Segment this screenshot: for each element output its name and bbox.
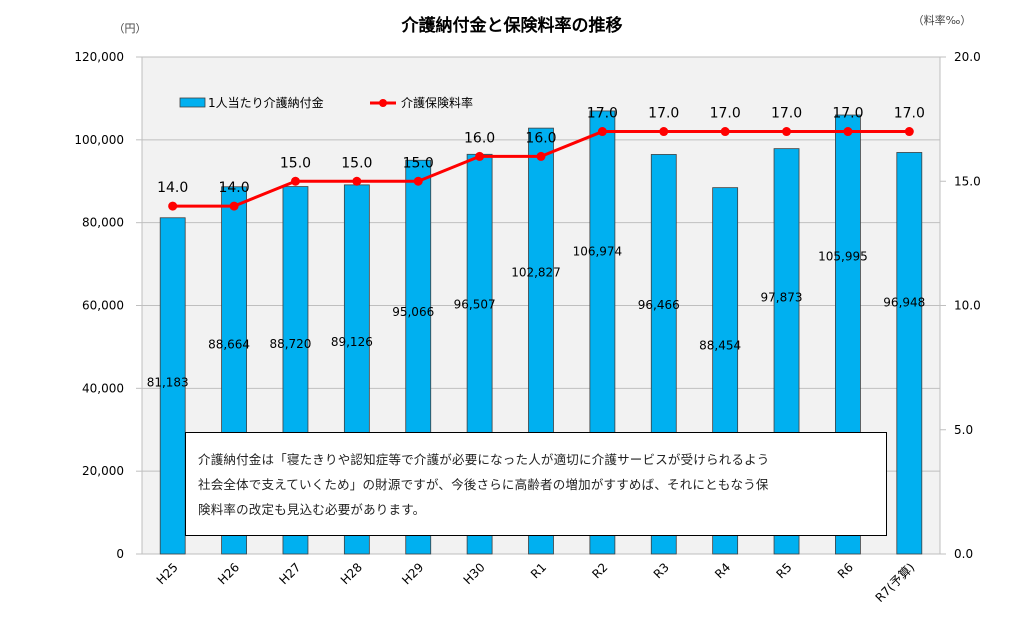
bar-data-label: 96,507 bbox=[454, 298, 496, 312]
annotation-line: 社会全体で支えていくため」の財源ですが、今後さらに高齢者の増加がすすめば、それに… bbox=[198, 477, 769, 492]
line-data-label: 17.0 bbox=[648, 106, 679, 122]
left-tick-label: 20,000 bbox=[82, 464, 124, 478]
x-axis-ticks: H25 H26 H27 H28 H29 H30 R1 R2 R3 R4 R5 R6 R7(予算) bbox=[154, 560, 918, 605]
legend-line-label: 介護保険料率 bbox=[401, 95, 473, 110]
left-tick-label: 60,000 bbox=[82, 299, 124, 313]
legend-bar-label: 1人当たり介護納付金 bbox=[208, 95, 324, 110]
line-data-label: 17.0 bbox=[771, 106, 802, 122]
x-tick-label: H25 bbox=[154, 560, 181, 587]
right-tick-label: 0.0 bbox=[954, 547, 973, 561]
line-data-label: 17.0 bbox=[587, 106, 618, 122]
bar-data-label: 88,664 bbox=[208, 337, 250, 351]
rate-marker bbox=[168, 201, 178, 211]
legend: 1人当たり介護納付金 介護保険料率 bbox=[179, 95, 473, 110]
line-data-label: 15.0 bbox=[403, 155, 434, 171]
rate-marker bbox=[352, 176, 362, 186]
rate-marker bbox=[659, 127, 669, 137]
bar-data-labels: 81,183 88,664 88,720 89,126 95,066 96,507 102,… bbox=[147, 245, 926, 390]
right-tick-label: 5.0 bbox=[954, 423, 973, 437]
bar-data-label: 96,466 bbox=[638, 298, 680, 312]
x-tick-label: H27 bbox=[277, 560, 304, 587]
line-data-label: 17.0 bbox=[894, 106, 925, 122]
left-tick-label: 120,000 bbox=[74, 50, 124, 64]
x-tick-label: H28 bbox=[338, 560, 365, 587]
rate-marker bbox=[290, 176, 300, 186]
rate-marker bbox=[475, 151, 485, 161]
left-axis-unit: （円） bbox=[114, 22, 147, 35]
x-tick-label: R4 bbox=[712, 560, 733, 581]
line-data-label: 17.0 bbox=[710, 106, 741, 122]
bar-data-label: 102,827 bbox=[511, 266, 561, 280]
rate-marker bbox=[413, 176, 423, 186]
left-tick-label: 100,000 bbox=[74, 133, 124, 147]
line-data-label: 14.0 bbox=[157, 180, 188, 196]
rate-marker bbox=[904, 127, 914, 137]
bar-data-label: 96,948 bbox=[883, 295, 925, 309]
bar-data-label: 105,995 bbox=[818, 250, 868, 264]
bar-data-label: 95,066 bbox=[392, 305, 434, 319]
line-data-label: 14.0 bbox=[218, 180, 249, 196]
rate-marker bbox=[229, 201, 239, 211]
left-axis-ticks: 0 20,000 40,000 60,000 80,000 100,000 120,000 bbox=[74, 50, 142, 561]
line-data-labels: 14.0 14.0 15.0 15.0 15.0 16.0 16.0 17.0 17.0 17.0… bbox=[157, 106, 925, 197]
bar-data-label: 88,454 bbox=[699, 338, 741, 352]
annotation-box: 介護納付金は「寝たきりや認知症等で介護が必要になった人が適切に介護サービスが受け… bbox=[185, 432, 887, 536]
x-tick-label: R5 bbox=[773, 560, 794, 581]
rate-marker bbox=[720, 127, 730, 137]
x-tick-label: R1 bbox=[528, 560, 549, 581]
bar-data-label: 88,720 bbox=[269, 337, 311, 351]
x-tick-label: R3 bbox=[651, 560, 672, 581]
annotation-line: 介護納付金は「寝たきりや認知症等で介護が必要になった人が適切に介護サービスが受け… bbox=[198, 452, 770, 467]
line-data-label: 15.0 bbox=[280, 155, 311, 171]
line-data-label: 16.0 bbox=[525, 130, 556, 146]
line-data-label: 16.0 bbox=[464, 130, 495, 146]
bar-data-label: 81,183 bbox=[147, 375, 189, 389]
right-tick-label: 20.0 bbox=[954, 50, 981, 64]
right-tick-label: 15.0 bbox=[954, 174, 981, 188]
left-tick-label: 40,000 bbox=[82, 381, 124, 395]
legend-bar-swatch bbox=[179, 97, 206, 108]
x-tick-label: H29 bbox=[399, 560, 426, 587]
x-tick-label: H30 bbox=[461, 560, 488, 587]
bar-data-label: 89,126 bbox=[331, 335, 373, 349]
right-tick-label: 10.0 bbox=[954, 299, 981, 313]
rate-marker bbox=[536, 151, 546, 161]
right-axis-ticks: 0.0 5.0 10.0 15.0 20.0 bbox=[940, 50, 981, 561]
legend-line-marker bbox=[379, 99, 387, 107]
line-data-label: 15.0 bbox=[341, 155, 372, 171]
annotation-line: 険料率の改定も見込む必要があります。 bbox=[198, 502, 426, 517]
right-axis-unit: （料率‰） bbox=[913, 13, 972, 27]
x-tick-label: R2 bbox=[589, 560, 610, 581]
rate-marker bbox=[782, 127, 792, 137]
left-tick-label: 0 bbox=[116, 547, 124, 561]
line-series bbox=[168, 127, 914, 211]
bar bbox=[896, 152, 923, 555]
line-data-label: 17.0 bbox=[832, 106, 863, 122]
left-tick-label: 80,000 bbox=[82, 216, 124, 230]
x-tick-label: R6 bbox=[835, 560, 856, 581]
bar-data-label: 97,873 bbox=[761, 291, 803, 305]
rate-marker bbox=[843, 127, 853, 137]
chart-title: 介護納付金と保険料率の推移 bbox=[401, 15, 623, 36]
x-tick-label: H26 bbox=[215, 560, 242, 587]
rate-marker bbox=[597, 127, 607, 137]
bar bbox=[159, 217, 186, 555]
bar-data-label: 106,974 bbox=[573, 245, 623, 259]
x-tick-label: R7(予算) bbox=[872, 560, 917, 605]
